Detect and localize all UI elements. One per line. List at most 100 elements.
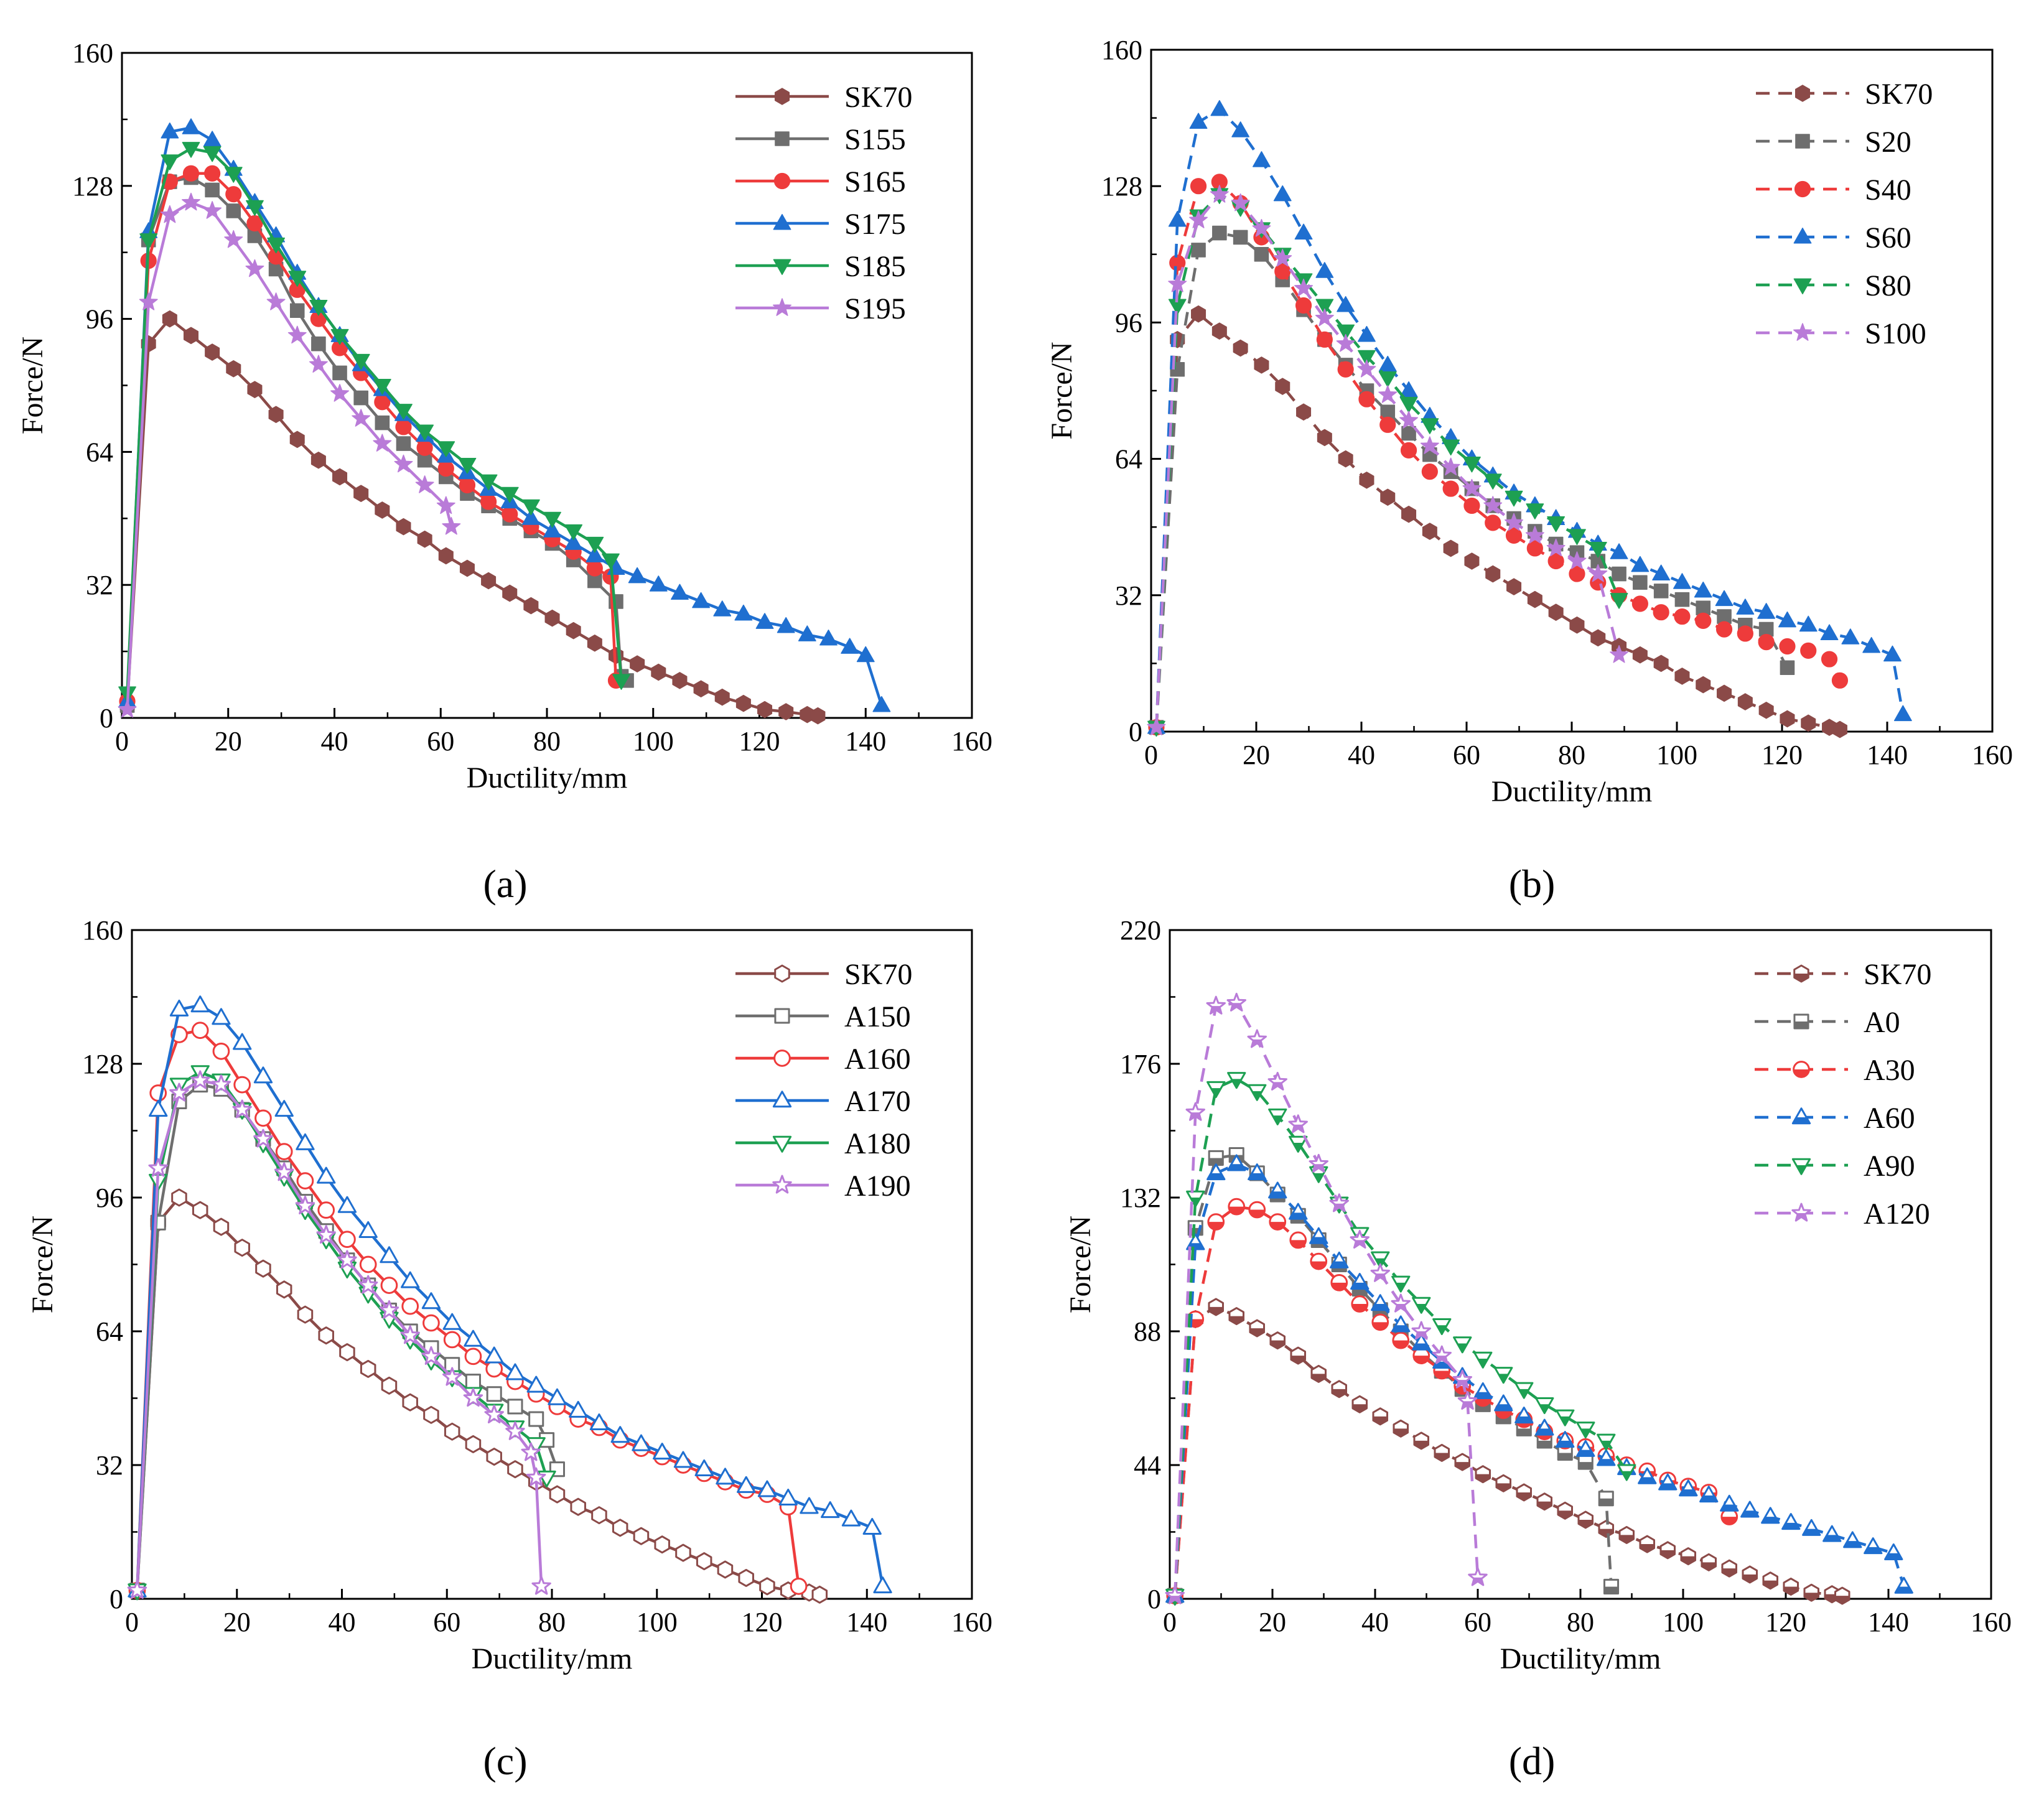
- data-point: [1831, 672, 1849, 689]
- data-point: [1421, 418, 1439, 434]
- y-tick-label: 128: [82, 1049, 123, 1079]
- data-point: [1190, 178, 1207, 195]
- data-point: [443, 1331, 461, 1349]
- data-point: [287, 325, 307, 344]
- data-point: [337, 1196, 357, 1213]
- data-point: [375, 501, 390, 519]
- data-point: [1569, 565, 1585, 582]
- data-point: [182, 165, 200, 182]
- data-point: [587, 634, 602, 652]
- data-point: [1233, 339, 1248, 357]
- data-point-fill: [1640, 1544, 1654, 1553]
- legend-label: A0: [1864, 1006, 1900, 1039]
- data-point: [481, 572, 497, 590]
- x-tick-label: 20: [223, 1607, 251, 1637]
- data-point: [330, 384, 350, 402]
- x-tick-label: 20: [215, 726, 242, 756]
- data-point: [297, 1305, 314, 1324]
- data-point-fill: [1416, 1331, 1427, 1339]
- data-point: [1185, 1102, 1205, 1121]
- data-point: [1315, 262, 1334, 278]
- data-point-fill: [1558, 1453, 1572, 1460]
- data-point: [484, 1404, 504, 1423]
- data-point: [528, 1411, 544, 1427]
- data-point-fill: [1251, 1039, 1263, 1047]
- data-point: [442, 1313, 462, 1330]
- data-point: [1589, 541, 1607, 558]
- series-line: [1174, 1305, 1843, 1598]
- legend-label: SK70: [844, 81, 912, 114]
- data-point-fill: [1763, 1580, 1778, 1589]
- data-point: [486, 1448, 502, 1466]
- data-point: [1233, 230, 1248, 245]
- data-point: [819, 630, 838, 646]
- data-point-fill: [1472, 1577, 1483, 1585]
- y-axis-title: Force/N: [26, 1216, 59, 1313]
- data-point: [479, 474, 498, 491]
- data-point: [358, 1275, 378, 1294]
- data-point-fill: [1252, 1091, 1262, 1101]
- legend-label: A90: [1864, 1150, 1915, 1183]
- data-point: [246, 200, 264, 216]
- data-point: [1485, 565, 1501, 583]
- data-point: [714, 688, 730, 706]
- data-point: [1189, 113, 1208, 129]
- x-tick-label: 160: [951, 726, 992, 756]
- data-point: [713, 600, 732, 617]
- data-point: [1231, 193, 1250, 212]
- data-point: [841, 1509, 861, 1527]
- data-point: [1505, 490, 1523, 507]
- x-tick-label: 100: [1663, 1607, 1704, 1637]
- data-point: [485, 1346, 504, 1364]
- data-point: [225, 186, 242, 203]
- data-point: [316, 1225, 336, 1244]
- legend-label: A120: [1864, 1198, 1930, 1231]
- data-point: [226, 203, 241, 218]
- data-point-fill: [1190, 1198, 1201, 1207]
- data-point-fill: [1372, 1322, 1388, 1330]
- data-point: [118, 699, 137, 718]
- data-point: [1421, 463, 1438, 480]
- data-point: [777, 617, 795, 633]
- data-point: [401, 1271, 420, 1288]
- data-point: [628, 567, 646, 584]
- legend-label: A60: [1864, 1102, 1915, 1135]
- legend-label: S165: [844, 165, 906, 198]
- x-tick-label: 40: [1361, 1607, 1389, 1637]
- x-tick-label: 20: [1243, 740, 1270, 770]
- data-point: [1254, 356, 1269, 374]
- data-point: [417, 530, 432, 548]
- legend-label: A180: [844, 1127, 911, 1160]
- data-point-fill: [1208, 1222, 1224, 1230]
- data-point-fill: [1823, 1535, 1841, 1542]
- data-point: [1778, 611, 1796, 628]
- legend-marker: [773, 1049, 791, 1067]
- x-tick-label: 120: [1762, 740, 1803, 770]
- data-point: [148, 1158, 168, 1177]
- data-point: [1632, 646, 1648, 664]
- data-point-fill: [1414, 1440, 1429, 1449]
- data-point: [232, 1099, 252, 1119]
- legend-marker-fill: [1796, 1213, 1807, 1221]
- data-point: [1358, 350, 1376, 366]
- data-point-fill: [1330, 1261, 1348, 1268]
- data-point: [394, 404, 413, 420]
- data-point: [586, 546, 604, 562]
- data-point: [1358, 325, 1376, 342]
- data-point: [266, 292, 286, 310]
- data-point-fill: [1209, 1158, 1223, 1165]
- data-point-fill: [1864, 1547, 1882, 1553]
- data-point-fill: [1331, 1282, 1347, 1291]
- data-point: [566, 621, 581, 640]
- data-point-fill: [1679, 1489, 1697, 1496]
- axes: 0 20 40 60 80 100 120 140 160 0 44 88 132 176 220 Ducti…: [1064, 915, 2012, 1675]
- data-point-fill: [1498, 1374, 1509, 1383]
- data-point: [1631, 595, 1648, 612]
- panel-a: 0 20 40 60 80 100 120 140 160 0 32 64 96 128 160 Ductil…: [16, 38, 992, 794]
- data-point-fill: [1741, 1510, 1758, 1517]
- data-point-fill: [1556, 1440, 1574, 1447]
- data-point-fill: [1231, 1079, 1242, 1088]
- data-point: [396, 518, 411, 536]
- data-point: [1169, 254, 1186, 271]
